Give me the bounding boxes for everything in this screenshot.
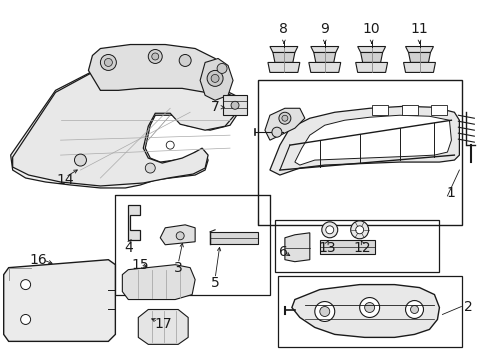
Circle shape [21,315,30,324]
Polygon shape [270,106,460,175]
Circle shape [100,54,116,71]
Circle shape [211,75,219,82]
Circle shape [74,154,86,166]
Bar [115,195,270,294]
Circle shape [282,115,288,121]
Polygon shape [200,58,233,100]
Polygon shape [432,105,447,115]
Circle shape [148,50,162,63]
Circle shape [326,226,334,234]
Bar [275,220,440,272]
Circle shape [322,222,338,238]
Circle shape [145,163,155,173]
Bar [320,240,375,254]
Polygon shape [89,45,225,92]
Text: 5: 5 [211,276,220,289]
Circle shape [315,302,335,321]
Text: 15: 15 [131,258,149,272]
Polygon shape [128,205,140,240]
Circle shape [179,54,191,67]
Polygon shape [265,108,305,140]
Polygon shape [404,62,436,72]
Bar [278,276,463,347]
Polygon shape [285,233,310,262]
Bar [258,80,463,225]
Polygon shape [223,95,247,115]
Text: 10: 10 [363,22,380,36]
Text: 13: 13 [318,241,336,255]
Text: 17: 17 [154,318,172,332]
Polygon shape [356,62,388,72]
Circle shape [176,232,184,240]
Polygon shape [406,46,434,53]
Polygon shape [295,115,451,165]
Polygon shape [358,46,386,53]
Polygon shape [371,105,388,115]
Polygon shape [122,265,195,300]
Text: 1: 1 [446,186,455,200]
Circle shape [351,221,368,239]
Circle shape [279,112,291,124]
Polygon shape [4,260,115,341]
Text: 11: 11 [411,22,428,36]
Circle shape [152,53,159,60]
Text: 3: 3 [174,261,183,275]
Polygon shape [292,285,440,337]
Polygon shape [273,53,295,62]
Text: 16: 16 [30,253,48,267]
Circle shape [356,226,364,234]
Circle shape [21,280,30,289]
Polygon shape [309,62,341,72]
Text: 2: 2 [464,300,473,314]
Polygon shape [13,68,237,186]
Circle shape [231,101,239,109]
Polygon shape [401,105,417,115]
Circle shape [217,63,227,73]
Polygon shape [268,62,300,72]
Circle shape [411,306,418,314]
Text: 8: 8 [279,22,288,36]
Polygon shape [314,53,336,62]
Polygon shape [270,46,298,53]
Polygon shape [409,53,431,62]
Text: 14: 14 [57,173,74,187]
Text: 6: 6 [279,245,288,259]
Polygon shape [138,310,188,345]
Circle shape [272,127,282,137]
Circle shape [365,302,375,312]
Bar [210,232,258,244]
Circle shape [406,301,423,319]
Text: 12: 12 [354,241,371,255]
Text: 9: 9 [320,22,329,36]
Text: 4: 4 [124,241,133,255]
Polygon shape [311,46,339,53]
Polygon shape [361,53,383,62]
Polygon shape [11,68,240,188]
Circle shape [320,306,330,316]
Polygon shape [160,225,195,245]
Text: 7: 7 [211,100,220,114]
Circle shape [104,58,112,67]
Circle shape [360,298,380,318]
Circle shape [207,71,223,86]
